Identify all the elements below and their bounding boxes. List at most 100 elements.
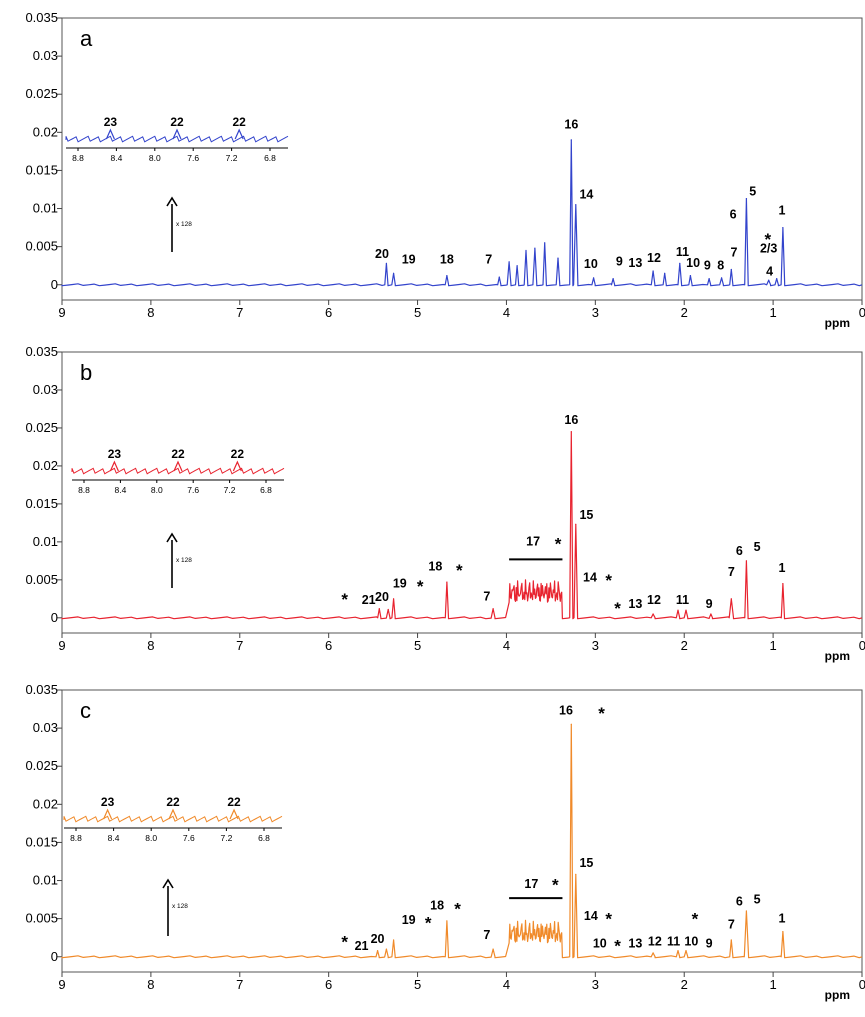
peak-label: 9	[704, 259, 711, 273]
inset-tick-label: 6.8	[260, 485, 272, 495]
x-tick-label: 2	[681, 638, 688, 653]
y-tick-label: 0.015	[25, 834, 58, 849]
inset-peak	[172, 128, 182, 140]
x-tick-label: 1	[769, 638, 776, 653]
inset-tick-label: 8.0	[149, 153, 161, 163]
asterisk-marker: *	[456, 561, 463, 580]
spectrum-peak	[446, 275, 448, 277]
inset-peak	[109, 460, 119, 472]
x-tick-label: 2	[681, 977, 688, 992]
x-tick-label: 1	[769, 977, 776, 992]
y-tick-label: 0.015	[25, 496, 58, 511]
x-tick-label: 8	[147, 638, 154, 653]
peak-label: 18	[440, 252, 454, 266]
inset: 23 22 22 8.8 8.4 8.0 7.6 7.2 6.8 x 128	[65, 115, 289, 252]
peak-label: 21	[362, 593, 376, 607]
plot-frame	[61, 689, 863, 973]
inset-tick-label: 7.6	[183, 833, 195, 843]
peak-label: 10	[593, 937, 607, 951]
inset: 23 22 22 8.8 8.4 8.0 7.6 7.2 6.8 x 128	[71, 447, 285, 588]
spectrum-peak	[498, 276, 500, 278]
asterisk-marker: *	[454, 900, 461, 919]
spectrum-peak	[575, 204, 577, 206]
asterisk-marker: *	[605, 571, 612, 590]
peak-label: 12	[648, 934, 662, 948]
peak-label: 18	[428, 560, 442, 574]
inset-peak	[229, 808, 239, 820]
x-tick-label: 7	[236, 977, 243, 992]
inset: 23 22 22 8.8 8.4 8.0 7.6 7.2 6.8 x 128	[63, 795, 283, 936]
y-tick-label: 0.01	[33, 873, 58, 888]
inset-peak-label: 22	[232, 115, 246, 129]
spectrum-peak	[730, 939, 732, 941]
asterisk-marker: *	[341, 933, 348, 952]
peak-label: 7	[483, 589, 490, 603]
plot-frame	[61, 17, 863, 301]
y-tick-label: 0.02	[33, 458, 58, 473]
y-tick-label: 0.035	[25, 344, 58, 359]
peak-label: 13	[628, 937, 642, 951]
x-tick-label: 6	[325, 977, 332, 992]
x-tick-label: 8	[147, 305, 154, 320]
peak-label: 7	[728, 918, 735, 932]
spectrum-peak	[679, 262, 681, 265]
spectrum-peak	[768, 279, 770, 281]
spectrum-peak	[592, 277, 595, 279]
inset-tick-label: 7.6	[187, 485, 199, 495]
spectrum-peak	[516, 265, 518, 267]
peak-label: 12	[647, 251, 661, 265]
peak-label: 2/3	[760, 242, 777, 256]
inset-tick-label: 6.8	[264, 153, 276, 163]
inset-peak-label: 23	[101, 795, 115, 809]
y-tick-label: 0	[51, 277, 58, 292]
x-tick-label: 3	[592, 977, 599, 992]
peak-label: 5	[754, 892, 761, 906]
x-tick-label: 0	[859, 977, 865, 992]
inset-peak-label: 23	[104, 115, 118, 129]
spectrum-peak	[575, 523, 577, 525]
peak-label: 15	[579, 508, 593, 522]
peak-label: 1	[779, 911, 786, 925]
spectrum-peak	[385, 262, 388, 265]
inset-tick-label: 7.6	[187, 153, 199, 163]
panel-letter: c	[80, 698, 91, 723]
peak-label: 11	[676, 593, 689, 607]
peak-label: 13	[628, 597, 642, 611]
inset-peak-label: 23	[108, 447, 122, 461]
spectrum-peak	[544, 242, 546, 244]
peak-label: 7	[483, 928, 490, 942]
peak-label: 17	[524, 877, 538, 891]
x-tick-label: 8	[147, 977, 154, 992]
inset-peak	[168, 808, 178, 820]
inset-tick-label: 8.8	[72, 153, 84, 163]
y-tick-label: 0.035	[25, 10, 58, 25]
y-tick-label: 0.005	[25, 239, 58, 254]
panel-letter: b	[80, 360, 92, 385]
spectrum-peak	[664, 272, 666, 274]
peak-label: 10	[684, 934, 698, 948]
spectrum-peak	[376, 950, 379, 952]
inset-tick-label: 8.4	[110, 153, 122, 163]
peak-label: 1	[779, 561, 786, 575]
y-tick-label: 0.025	[25, 86, 58, 101]
peak-label: 5	[749, 185, 756, 199]
x-tick-label: 7	[236, 638, 243, 653]
peak-label: 16	[559, 703, 573, 717]
spectrum-peak	[720, 277, 723, 279]
spectrum-peak	[570, 723, 572, 725]
peak-label: 7	[731, 246, 738, 260]
inset-arrow-head	[166, 196, 178, 207]
x-axis-label: ppm	[825, 649, 850, 663]
inset-tick-label: 7.2	[220, 833, 232, 843]
peak-label: 10	[686, 256, 700, 270]
spectrum-peak	[745, 910, 748, 912]
spectrum-peak	[570, 431, 572, 433]
peak-label: 4	[766, 265, 773, 279]
spectrum-peak	[570, 139, 572, 141]
spectrum-peak	[782, 931, 784, 933]
inset-arrow-head	[166, 532, 178, 543]
x-tick-label: 2	[681, 305, 688, 320]
y-tick-label: 0.02	[33, 796, 58, 811]
